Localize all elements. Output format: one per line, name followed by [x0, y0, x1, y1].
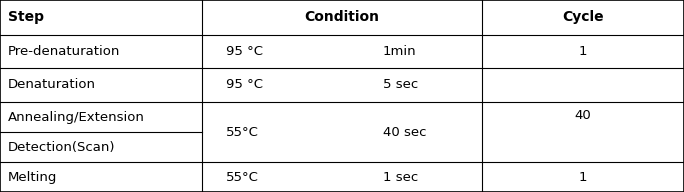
Text: Pre-denaturation: Pre-denaturation — [8, 45, 120, 58]
Text: 95 °C: 95 °C — [226, 79, 263, 91]
Text: Denaturation: Denaturation — [8, 79, 96, 91]
Text: Cycle: Cycle — [562, 10, 604, 24]
Text: 1: 1 — [579, 171, 588, 184]
Text: Step: Step — [8, 10, 44, 24]
Text: 95 °C: 95 °C — [226, 45, 263, 58]
Text: Condition: Condition — [304, 10, 380, 24]
Text: 40: 40 — [575, 109, 592, 122]
Text: Melting: Melting — [8, 171, 57, 184]
Text: 55°C: 55°C — [226, 126, 259, 138]
Text: 55°C: 55°C — [226, 171, 259, 184]
Text: 1: 1 — [579, 45, 588, 58]
Text: 40 sec: 40 sec — [383, 126, 427, 138]
Text: 1min: 1min — [383, 45, 417, 58]
Text: 5 sec: 5 sec — [383, 79, 419, 91]
Text: Detection(Scan): Detection(Scan) — [8, 141, 116, 154]
Text: Annealing/Extension: Annealing/Extension — [8, 111, 145, 124]
Text: 1 sec: 1 sec — [383, 171, 419, 184]
